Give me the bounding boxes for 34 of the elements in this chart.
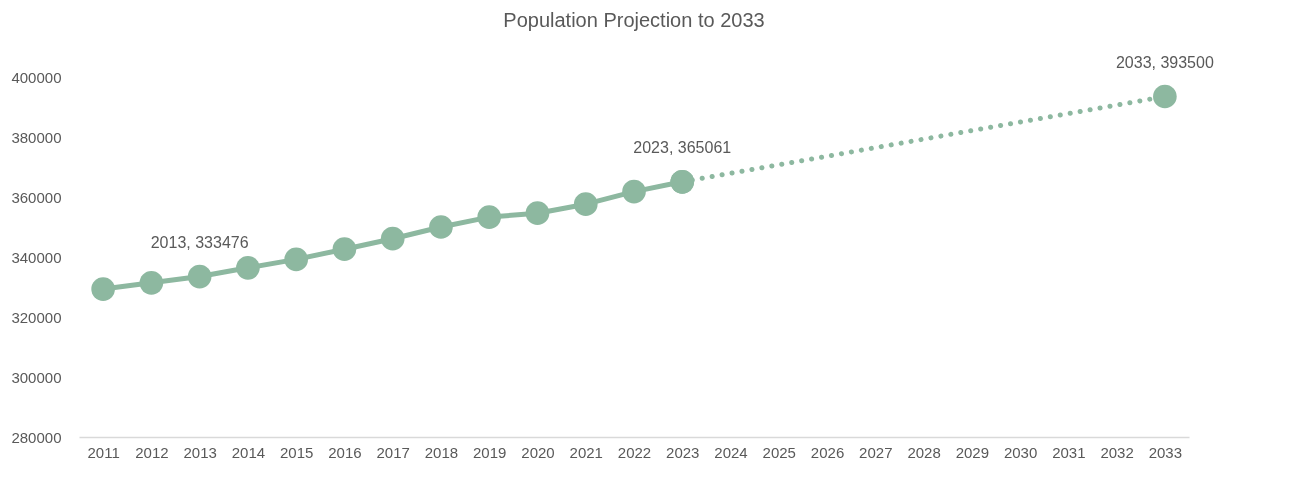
x-tick-label: 2028 [907, 443, 941, 461]
y-tick-label: 340000 [11, 248, 62, 266]
x-tick-label: 2018 [424, 443, 459, 461]
y-tick-label: 320000 [11, 308, 62, 326]
data-label: 2023, 365061 [633, 138, 732, 156]
x-tick-label: 2017 [376, 443, 410, 461]
x-tick-label: 2023 [666, 443, 700, 461]
y-tick-label: 400000 [11, 68, 62, 86]
x-tick-label: 2015 [279, 443, 314, 461]
y-tick-label: 380000 [11, 128, 62, 146]
x-tick-label: 2016 [328, 443, 362, 461]
data-label: 2033, 393500 [1115, 53, 1214, 71]
x-tick-label: 2029 [955, 443, 990, 461]
chart-title: Population Projection to 2033 [503, 8, 765, 31]
x-tick-label: 2031 [1052, 443, 1086, 461]
x-tick-label: 2024 [714, 443, 748, 461]
y-tick-label: 360000 [11, 188, 62, 206]
x-tick-label: 2033 [1148, 443, 1183, 461]
x-tick-label: 2019 [473, 443, 507, 461]
y-tick-label: 280000 [11, 428, 62, 446]
x-tick-label: 2032 [1100, 443, 1134, 461]
x-tick-label: 2014 [231, 443, 266, 461]
x-tick-label: 2030 [1003, 443, 1038, 461]
data-label: 2013, 333476 [150, 233, 249, 251]
x-tick-label: 2027 [859, 443, 893, 461]
x-tick-label: 2026 [810, 443, 845, 461]
x-tick-label: 2022 [617, 443, 652, 461]
x-tick-label: 2021 [569, 443, 603, 461]
x-tick-label: 2013 [183, 443, 217, 461]
x-tick-label: 2011 [87, 443, 120, 461]
y-tick-label: 300000 [11, 368, 62, 386]
x-tick-label: 2020 [521, 443, 555, 461]
x-tick-label: 2025 [762, 443, 796, 461]
x-tick-label: 2012 [135, 443, 169, 461]
